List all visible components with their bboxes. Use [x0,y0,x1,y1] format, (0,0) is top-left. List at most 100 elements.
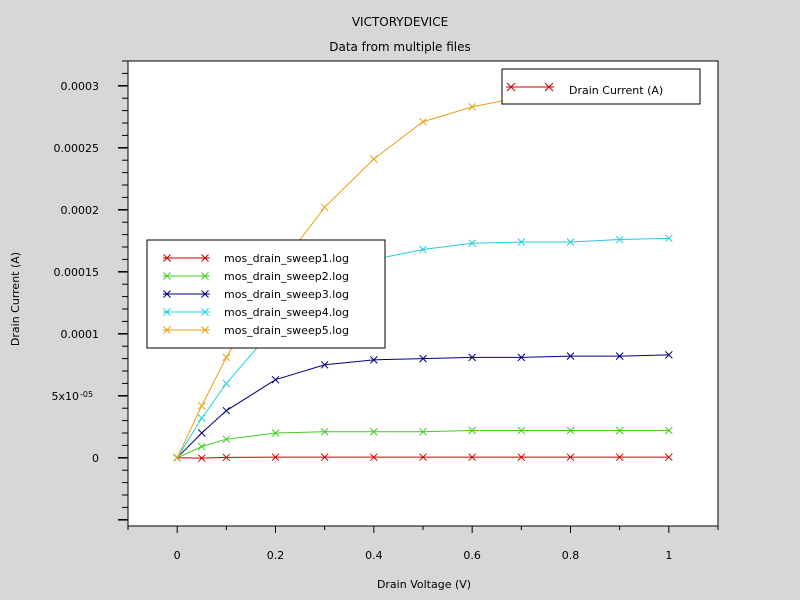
data-point [197,454,206,463]
legend-marker [201,254,209,262]
data-point [468,426,477,435]
data-point [419,354,427,363]
series-line [177,456,669,459]
data-point [197,401,206,410]
data-point [320,427,329,436]
x-tick-label: 0.2 [267,549,285,562]
data-point [222,353,231,362]
legend-marker [163,308,171,316]
x-tick-label: 0.4 [365,549,383,562]
data-point [369,427,378,436]
axes: 0 0.2 0.4 0.6 0.8 1 0 5x10 -05 0.0001 0.00015 0.000… [51,60,719,562]
series-3 [173,351,673,462]
legend-marker [201,326,209,334]
data-point [566,352,575,360]
data-point [664,426,673,435]
data-point [615,235,624,244]
data-point [419,117,427,126]
y-tick-label: 0.00015 [54,266,100,279]
x-tick-label: 0.6 [463,549,481,562]
legend-top-right-label: Drain Current (A) [569,84,663,97]
x-tick-label: 1 [665,549,672,562]
data-point [566,238,575,246]
y-tick-label: 0 [92,452,99,465]
data-point [173,453,182,462]
data-point [222,435,231,444]
data-point [320,360,329,369]
y-axis-label: Drain Current (A) [9,252,22,346]
legend-entry-3: mos_drain_sweep3.log [163,288,349,301]
data-point [664,234,673,243]
data-point [222,453,231,462]
data-point [664,453,673,462]
legend-marker [201,308,209,316]
data-point [197,442,206,451]
legend-label: mos_drain_sweep2.log [224,270,349,283]
data-point [517,426,526,435]
data-point [197,414,206,422]
data-point [419,427,427,436]
data-point [468,353,477,362]
data-point [615,426,624,435]
chart-subtitle: Data from multiple files [329,40,471,54]
legend-entry-2: mos_drain_sweep2.log [163,270,349,283]
y-tick-label: 0.0002 [61,204,100,217]
legend-label: mos_drain_sweep1.log [224,252,349,265]
data-point [369,453,378,462]
data-point [197,429,206,437]
legend-top-right: Drain Current (A) [501,68,701,105]
legend-marker [201,272,209,280]
data-point [566,453,575,462]
data-point [615,352,624,360]
data-point [271,453,280,462]
data-point [468,453,477,462]
y-tick-label: 0.0001 [61,328,100,341]
chart-title: VICTORYDEVICE [352,15,448,29]
legend-files-entries: mos_drain_sweep1.log mos_drain_sweep2.log… [163,252,349,337]
legend-label: mos_drain_sweep3.log [224,288,349,301]
legend-entry-1: mos_drain_sweep1.log [163,252,349,265]
legend-marker [201,290,209,298]
data-point [222,379,231,388]
y-tick-label: 5x10 [51,390,79,403]
data-point [517,453,526,462]
data-point [615,453,624,462]
legend-marker [163,326,171,334]
y-tick-label: 0.00025 [54,142,100,155]
data-point [419,453,427,462]
data-point [271,375,280,384]
data-point [664,351,673,359]
data-point [566,426,575,435]
x-tick-label: 0 [174,549,181,562]
series-line [176,430,669,459]
legend-files: mos_drain_sweep1.log mos_drain_sweep2.log… [146,239,386,349]
data-point [320,203,329,212]
series-line [176,237,669,459]
legend-marker [163,254,171,262]
y-tick-label: 0.0003 [61,80,100,93]
data-point [369,155,378,163]
legend-marker [163,272,171,280]
data-point [468,239,477,248]
data-point [369,355,378,364]
legend-top-right-marker [506,82,554,92]
data-point [468,103,477,111]
legend-marker [163,290,171,298]
data-point [222,406,231,415]
legend-label: mos_drain_sweep4.log [224,306,349,319]
series-2 [173,426,673,462]
y-tick-label-exponent: -05 [80,390,93,399]
series-4 [173,234,673,462]
series-line [176,354,669,459]
data-point [271,429,280,437]
legend-entry-4: mos_drain_sweep4.log [163,306,349,319]
data-point [517,238,526,246]
x-tick-label: 0.8 [562,549,580,562]
data-point [517,353,526,362]
data-point [320,453,329,462]
x-axis-label: Drain Voltage (V) [377,578,471,591]
legend-label: mos_drain_sweep5.log [224,324,349,337]
legend-entry-5: mos_drain_sweep5.log [163,324,349,337]
data-point [419,245,427,254]
